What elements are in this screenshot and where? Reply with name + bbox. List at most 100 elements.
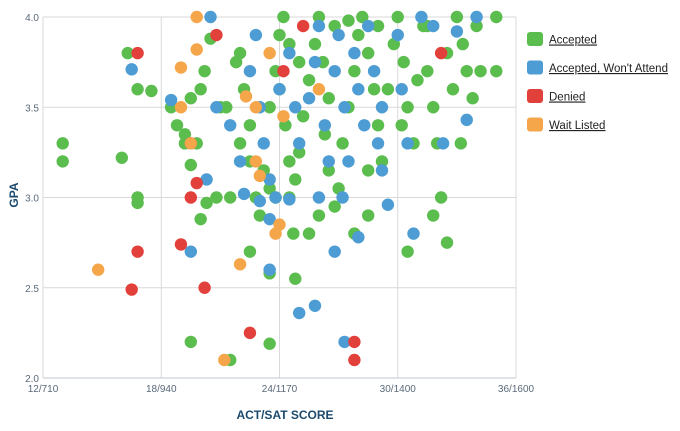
legend-item-accepted[interactable]: Accepted [549,35,597,47]
point-accepted-won-t-attend[interactable] [322,155,335,168]
point-accepted-won-t-attend[interactable] [450,25,464,38]
point-accepted[interactable] [170,119,184,132]
point-accepted-won-t-attend[interactable] [371,137,385,150]
point-accepted-won-t-attend[interactable] [312,19,326,33]
point-accepted-won-t-attend[interactable] [184,245,198,258]
point-accepted[interactable] [302,227,316,240]
point-accepted[interactable] [194,83,207,96]
point-accepted[interactable] [322,164,335,177]
point-accepted[interactable] [371,119,385,132]
point-accepted[interactable] [371,19,385,33]
point-accepted[interactable] [397,55,410,69]
point-accepted[interactable] [474,64,487,78]
point-accepted[interactable] [312,10,326,24]
point-accepted-won-t-attend[interactable] [381,198,395,211]
point-accepted-won-t-attend[interactable] [224,119,237,132]
point-accepted-won-t-attend[interactable] [237,187,251,201]
point-accepted[interactable] [210,191,223,204]
point-wait-listed[interactable] [239,90,253,103]
point-accepted[interactable] [348,64,361,78]
point-wait-listed[interactable] [190,43,203,56]
point-accepted-won-t-attend[interactable] [257,137,270,150]
point-accepted[interactable] [450,10,464,24]
point-accepted[interactable] [224,191,237,204]
point-accepted[interactable] [328,200,341,213]
point-accepted[interactable] [283,37,296,51]
point-accepted-won-t-attend[interactable] [338,335,351,349]
point-accepted[interactable] [273,28,286,42]
legend-item-accepted-won-t-attend[interactable]: Accepted, Won't Attend [549,63,668,75]
point-accepted[interactable] [263,101,276,114]
point-denied[interactable] [184,191,198,204]
point-accepted[interactable] [391,10,404,24]
point-accepted-won-t-attend[interactable] [375,101,389,114]
point-accepted-won-t-attend[interactable] [204,10,217,24]
point-accepted[interactable] [289,173,302,186]
point-accepted[interactable] [427,209,440,222]
point-denied[interactable] [131,46,144,60]
point-accepted[interactable] [121,46,134,60]
point-accepted-won-t-attend[interactable] [125,63,138,76]
point-accepted[interactable] [233,46,247,60]
point-accepted-won-t-attend[interactable] [348,46,361,60]
point-accepted[interactable] [466,92,479,105]
point-accepted[interactable] [194,212,207,226]
point-accepted-won-t-attend[interactable] [263,212,276,226]
point-accepted-won-t-attend[interactable] [269,191,282,204]
point-denied[interactable] [296,19,310,33]
point-accepted-won-t-attend[interactable] [391,28,404,42]
point-accepted[interactable] [322,92,335,105]
point-accepted-won-t-attend[interactable] [283,46,296,60]
point-accepted-won-t-attend[interactable] [328,64,341,78]
point-accepted[interactable] [395,119,408,132]
point-accepted[interactable] [200,196,213,210]
point-accepted[interactable] [302,73,316,87]
point-denied[interactable] [434,46,448,60]
point-accepted[interactable] [318,128,332,141]
point-accepted[interactable] [470,19,483,33]
point-accepted[interactable] [356,10,369,24]
point-accepted[interactable] [233,137,247,150]
point-accepted[interactable] [490,10,503,24]
point-denied[interactable] [210,28,223,42]
point-accepted-won-t-attend[interactable] [200,173,213,186]
point-denied[interactable] [198,281,211,294]
point-accepted[interactable] [56,137,69,150]
point-denied[interactable] [174,238,188,251]
point-wait-listed[interactable] [249,101,263,114]
point-accepted[interactable] [361,209,375,222]
point-wait-listed[interactable] [174,101,188,114]
point-accepted[interactable] [308,37,322,51]
point-accepted-won-t-attend[interactable] [312,191,326,204]
point-accepted-won-t-attend[interactable] [308,299,322,312]
point-accepted[interactable] [293,55,306,69]
point-accepted-won-t-attend[interactable] [352,83,365,96]
point-wait-listed[interactable] [190,10,203,24]
point-accepted[interactable] [145,84,158,98]
point-accepted[interactable] [411,73,424,87]
point-accepted-won-t-attend[interactable] [210,101,223,114]
point-accepted[interactable] [263,337,276,350]
point-accepted[interactable] [184,335,198,349]
point-accepted-won-t-attend[interactable] [233,155,247,168]
point-accepted-won-t-attend[interactable] [253,194,266,208]
point-accepted[interactable] [401,101,414,114]
point-accepted[interactable] [184,158,198,172]
point-accepted[interactable] [198,64,211,78]
point-wait-listed[interactable] [218,353,231,367]
point-accepted[interactable] [367,83,381,96]
point-accepted[interactable] [131,196,144,210]
point-accepted[interactable] [296,110,310,123]
point-accepted[interactable] [277,10,290,24]
point-accepted[interactable] [375,155,389,168]
point-accepted[interactable] [381,83,395,96]
point-accepted-won-t-attend[interactable] [263,173,276,186]
point-accepted[interactable] [490,64,503,78]
point-accepted-won-t-attend[interactable] [395,83,408,96]
point-accepted[interactable] [115,151,129,164]
point-wait-listed[interactable] [233,258,247,271]
point-accepted-won-t-attend[interactable] [336,191,349,204]
point-accepted[interactable] [184,92,198,105]
point-denied[interactable] [277,64,290,78]
point-accepted[interactable] [56,155,69,168]
